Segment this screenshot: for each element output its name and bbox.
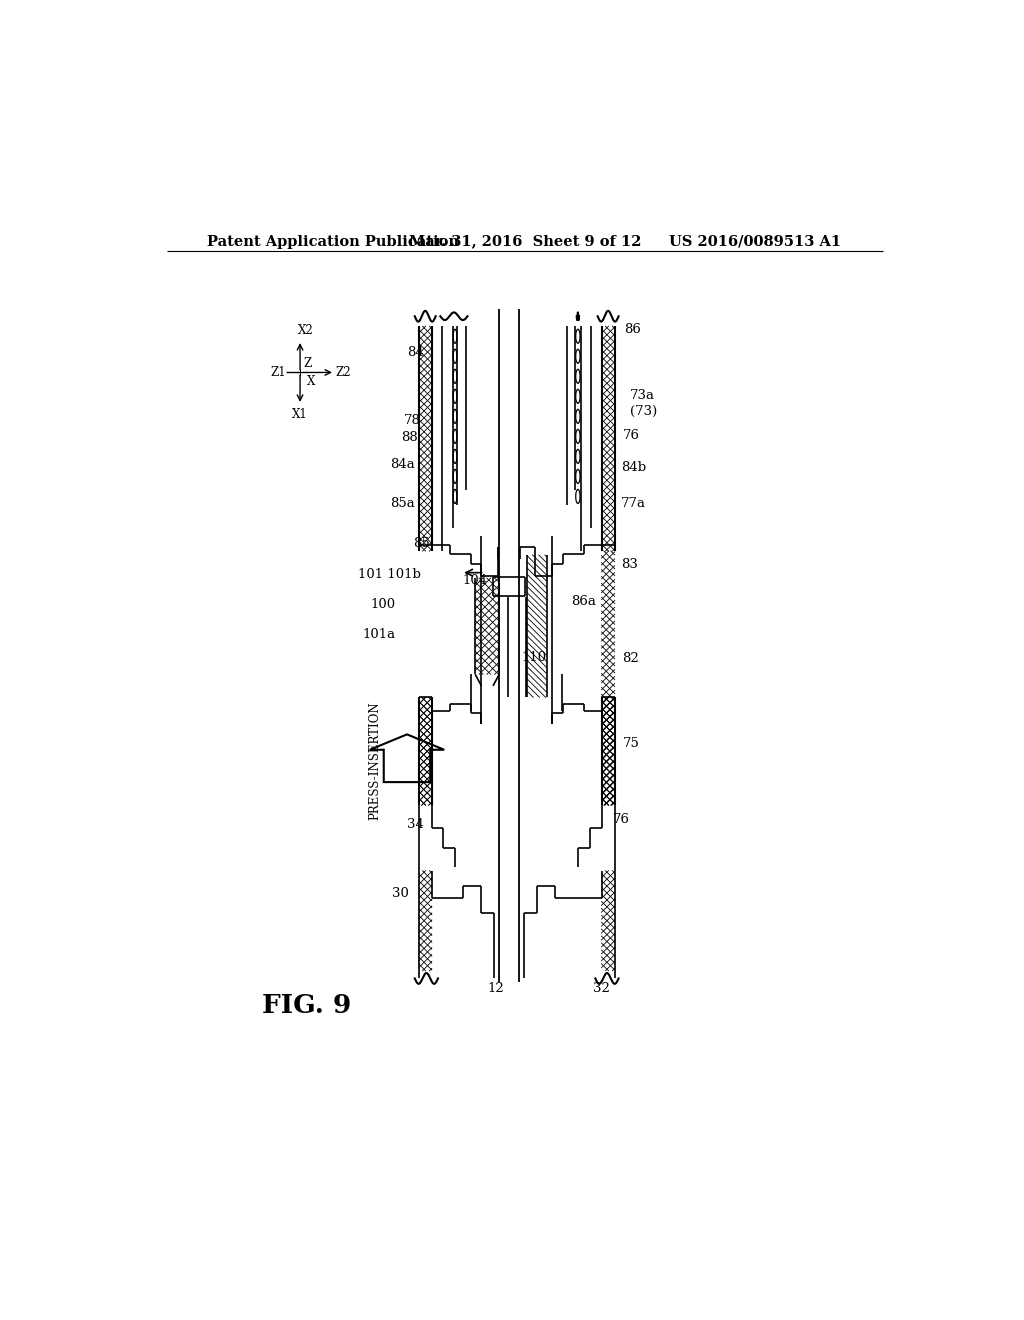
Text: 73a: 73a bbox=[630, 389, 655, 403]
Text: 30: 30 bbox=[391, 887, 409, 900]
Text: 82: 82 bbox=[623, 652, 639, 665]
Text: 12: 12 bbox=[487, 982, 505, 995]
Text: Z2: Z2 bbox=[336, 366, 351, 379]
Text: Z: Z bbox=[304, 356, 312, 370]
Text: 84a: 84a bbox=[390, 458, 415, 471]
Text: 86a: 86a bbox=[571, 594, 596, 607]
Text: Mar. 31, 2016  Sheet 9 of 12: Mar. 31, 2016 Sheet 9 of 12 bbox=[409, 235, 641, 248]
Text: 88: 88 bbox=[401, 430, 418, 444]
Text: 85: 85 bbox=[414, 537, 430, 550]
Text: 75: 75 bbox=[623, 737, 639, 750]
Text: Z1: Z1 bbox=[270, 366, 286, 379]
Text: 32: 32 bbox=[593, 982, 610, 995]
Text: 85a: 85a bbox=[390, 496, 415, 510]
Text: US 2016/0089513 A1: US 2016/0089513 A1 bbox=[669, 235, 841, 248]
Text: (73): (73) bbox=[630, 404, 657, 417]
Text: X: X bbox=[307, 375, 315, 388]
Text: 34: 34 bbox=[408, 818, 424, 832]
Text: Patent Application Publication: Patent Application Publication bbox=[207, 235, 459, 248]
Text: 101 101b: 101 101b bbox=[358, 568, 421, 581]
Text: 101a: 101a bbox=[362, 628, 395, 640]
Text: 86: 86 bbox=[624, 323, 641, 335]
Text: 104: 104 bbox=[463, 574, 487, 587]
Text: 76: 76 bbox=[623, 429, 639, 442]
Text: 76: 76 bbox=[612, 813, 630, 825]
Text: 77a: 77a bbox=[621, 496, 646, 510]
Text: X1: X1 bbox=[292, 408, 308, 421]
Text: FIG. 9: FIG. 9 bbox=[261, 993, 351, 1018]
Text: 83: 83 bbox=[621, 558, 638, 572]
Text: X2: X2 bbox=[298, 325, 314, 338]
Text: PRESS-INSERTION: PRESS-INSERTION bbox=[368, 701, 381, 820]
Text: 84: 84 bbox=[408, 346, 424, 359]
Text: 100: 100 bbox=[371, 598, 395, 611]
Text: 78: 78 bbox=[404, 413, 421, 426]
Text: 84b: 84b bbox=[621, 462, 646, 474]
Text: 110: 110 bbox=[521, 651, 547, 664]
